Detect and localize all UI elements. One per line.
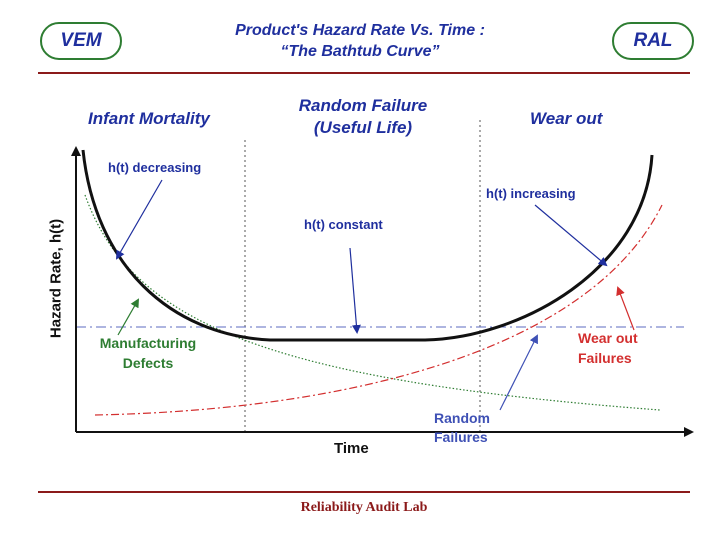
constant-pointer — [349, 247, 361, 334]
vem-badge: VEM — [40, 22, 122, 60]
decreasing-pointer — [116, 179, 163, 260]
increasing-note: h(t) increasing — [486, 186, 576, 201]
manufacturing-defects-label: Manufacturing Defects — [84, 333, 212, 373]
ral-badge: RAL — [612, 22, 694, 60]
random-failures-pointer — [499, 334, 538, 411]
random-failures-label: Random Failures — [434, 409, 490, 447]
wear-out-heading: Wear out — [530, 109, 603, 128]
random-label-line-2: Failures — [434, 429, 488, 445]
bathtub-curve — [81, 149, 654, 342]
constant-note: h(t) constant — [304, 217, 383, 232]
vem-badge-text: VEM — [60, 30, 102, 51]
wearout-line-2: Failures — [578, 350, 632, 366]
ral-badge-text: RAL — [633, 30, 673, 51]
page-title: Product's Hazard Rate Vs. Time : “The Ba… — [180, 20, 540, 62]
manufacturing-line-2: Defects — [122, 355, 174, 371]
wearout-failures-curve — [94, 204, 663, 416]
y-axis-label: Hazard Rate, h(t) — [47, 218, 65, 339]
random-failure-line-2: (Useful Life) — [313, 118, 413, 137]
random-failure-line-1: Random Failure — [298, 96, 428, 115]
x-axis-label: Time — [334, 440, 369, 457]
manufacturing-line-1: Manufacturing — [99, 335, 197, 351]
manufacturing-defects-curve — [84, 194, 661, 411]
title-line-1: Product's Hazard Rate Vs. Time : — [235, 22, 485, 39]
wearout-failures-label: Wear out Failures — [578, 328, 638, 368]
random-failure-heading: Random Failure (Useful Life) — [268, 95, 458, 139]
footer-text: Reliability Audit Lab — [300, 500, 428, 515]
wearout-pointer — [616, 286, 635, 331]
title-line-2: “The Bathtub Curve” — [280, 43, 440, 60]
wearout-line-1: Wear out — [578, 330, 638, 346]
decreasing-note: h(t) decreasing — [108, 160, 202, 175]
increasing-pointer — [534, 204, 608, 267]
manufacturing-pointer — [117, 298, 139, 336]
random-label-line-1: Random — [434, 410, 490, 426]
infant-mortality-heading: Infant Mortality — [88, 109, 210, 128]
